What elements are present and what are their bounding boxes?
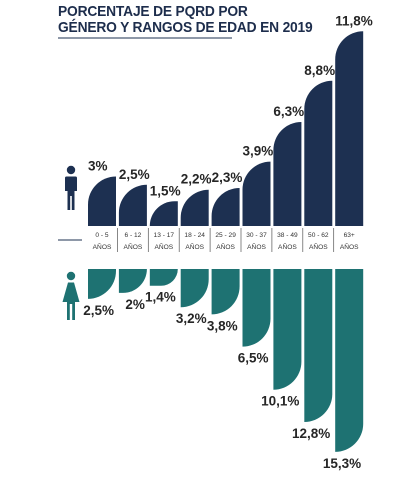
tick-label-unit: AÑOS — [154, 242, 173, 251]
tick-label-range: 30 - 37 — [246, 232, 267, 239]
female-value-label: 6,5% — [238, 351, 269, 366]
female-bar — [118, 269, 147, 293]
female-value-label: 10,1% — [261, 394, 299, 409]
female-value-label: 2% — [125, 297, 145, 312]
tick-label-range: 50 - 62 — [308, 232, 329, 239]
female-bar — [149, 269, 178, 286]
male-value-label: 2,5% — [119, 167, 150, 182]
female-value-label: 2,5% — [83, 303, 114, 318]
male-bar — [304, 80, 333, 226]
woman-icon — [62, 271, 80, 320]
tick-label-range: 0 - 5 — [95, 232, 109, 239]
female-value-label: 3,8% — [207, 318, 238, 333]
tick-label-range: 13 - 17 — [154, 232, 175, 239]
man-icon — [65, 165, 77, 210]
male-bar — [211, 188, 240, 226]
tick-label-unit: AÑOS — [124, 242, 143, 251]
female-bar — [242, 269, 271, 347]
tick-label-unit: AÑOS — [278, 242, 297, 251]
male-bar — [180, 189, 209, 226]
female-bar — [88, 269, 117, 299]
tick-label-unit: AÑOS — [93, 242, 112, 251]
male-series — [88, 31, 364, 226]
female-bar — [304, 269, 333, 422]
female-series — [88, 269, 364, 452]
female-value-label: 1,4% — [145, 290, 176, 305]
tick-label-unit: AÑOS — [185, 242, 204, 251]
male-value-label: 3,9% — [243, 144, 274, 159]
tick-label-range: 63+ — [344, 232, 355, 239]
female-bar — [180, 269, 209, 308]
male-bar — [273, 122, 302, 226]
tick-label-range: 25 - 29 — [215, 232, 236, 239]
male-value-label: 2,2% — [181, 172, 212, 187]
tick-label-unit: AÑOS — [216, 242, 235, 251]
male-bar — [242, 161, 271, 226]
chart-title-line-1: PORCENTAJE DE PQRD POR — [58, 3, 248, 20]
chart-title-line-2: GÉNERO Y RANGOS DE EDAD EN 2019 — [58, 19, 313, 36]
male-bar — [88, 176, 116, 226]
tick-label-unit: AÑOS — [247, 242, 266, 251]
male-value-label: 3% — [88, 159, 108, 174]
male-value-label: 1,5% — [150, 183, 181, 198]
male-bar — [149, 201, 178, 226]
female-bar — [335, 269, 364, 452]
tick-label-range: 38 - 49 — [277, 232, 298, 239]
tick-label-range: 6 - 12 — [124, 232, 141, 239]
tick-label-range: 18 - 24 — [184, 232, 205, 239]
value-labels: 3% 2,5% 2,5% 2% 1,5% 1,4% 2,2% 3,2% 2,3% 3,8% 3,9%… — [83, 13, 373, 471]
female-value-label: 3,2% — [176, 311, 207, 326]
tick-label-unit: AÑOS — [309, 242, 328, 251]
male-value-label: 11,8% — [335, 13, 373, 28]
female-value-label: 15,3% — [323, 456, 361, 471]
male-bar — [118, 184, 147, 226]
male-value-label: 2,3% — [212, 170, 243, 185]
tick-label-unit: AÑOS — [340, 242, 359, 251]
male-value-label: 6,3% — [273, 104, 304, 119]
female-bar — [211, 269, 240, 315]
age-range-tick-labels: 0 - 5 AÑOS 6 - 12 AÑOS 13 - 17 AÑOS 18 - 24 AÑO… — [93, 228, 359, 252]
male-value-label: 8,8% — [304, 63, 335, 78]
chart-title: PORCENTAJE DE PQRD POR GÉNERO Y RANGOS D… — [58, 4, 313, 36]
male-bar — [335, 31, 364, 226]
female-value-label: 12,8% — [292, 426, 330, 441]
female-bar — [273, 269, 302, 390]
